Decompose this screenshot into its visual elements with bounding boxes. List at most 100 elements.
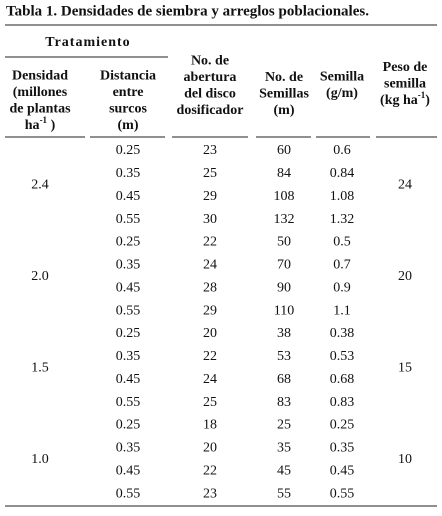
superscript: -1 <box>418 90 426 100</box>
column-header: (g/m) <box>326 86 358 101</box>
table-cell: 28 <box>203 280 217 295</box>
column-header: Semilla <box>320 70 364 85</box>
column-header: No. de <box>265 70 303 85</box>
column-header: Distancia <box>100 69 156 84</box>
table-cell: 50 <box>277 235 291 250</box>
table-cell: 0.45 <box>116 280 141 295</box>
column-header: dosificador <box>177 103 244 118</box>
table-cell: 0.55 <box>116 212 141 227</box>
table-cell: 0.55 <box>330 486 355 501</box>
table-cell: 22 <box>203 349 217 364</box>
table-cell: 0.83 <box>330 395 355 410</box>
table-cell: 45 <box>277 463 291 478</box>
seed-weight-cell: 24 <box>398 178 412 193</box>
table-cell: 30 <box>203 212 217 227</box>
table-cell: 29 <box>203 189 217 204</box>
table-cell: 0.68 <box>330 372 355 387</box>
table-cell: 0.25 <box>116 235 141 250</box>
table-cell: 110 <box>274 303 294 318</box>
seed-weight-cell: 10 <box>398 452 412 467</box>
table-cell: 23 <box>203 486 217 501</box>
table-cell: 0.7 <box>333 258 351 273</box>
table-cell: 25 <box>203 166 217 181</box>
table-cell: 0.35 <box>116 258 141 273</box>
column-header: No. de <box>191 54 229 69</box>
table-cell: 0.9 <box>333 280 351 295</box>
table-cell: 1.32 <box>330 212 355 227</box>
table-cell: 53 <box>277 349 291 364</box>
column-header: de plantas <box>9 102 71 117</box>
superscript: -1 <box>40 115 48 125</box>
table-cell: 0.84 <box>330 166 355 181</box>
header-text: ) <box>47 118 56 133</box>
table-cell: 0.45 <box>116 372 141 387</box>
table-cell: 22 <box>203 463 217 478</box>
table-cell: 90 <box>277 280 291 295</box>
table-cell: 18 <box>203 418 217 433</box>
table-cell: 1.08 <box>330 189 355 204</box>
table-cell: 0.35 <box>116 349 141 364</box>
column-header: Peso de <box>383 60 428 75</box>
table-cell: 24 <box>203 372 217 387</box>
table-cell: 0.53 <box>330 349 355 364</box>
column-header: del disco <box>184 87 236 102</box>
table-cell: 0.25 <box>330 418 355 433</box>
table-cell: 20 <box>203 326 217 341</box>
table-cell: 84 <box>277 166 291 181</box>
table-cell: 108 <box>274 189 295 204</box>
table-cell: 25 <box>203 395 217 410</box>
table-cell: 23 <box>203 143 217 158</box>
table-cell: 1.1 <box>333 303 351 318</box>
table-cell: 0.35 <box>116 166 141 181</box>
table-cell: 60 <box>277 143 291 158</box>
column-header: (m) <box>274 103 295 118</box>
column-header: entre <box>113 85 144 100</box>
table-cell: 68 <box>277 372 291 387</box>
table-cell: 0.45 <box>116 463 141 478</box>
table-cell: 25 <box>277 418 291 433</box>
column-header: semilla <box>384 77 426 92</box>
table-cell: 0.35 <box>116 441 141 456</box>
table-cell: 20 <box>203 441 217 456</box>
column-header: surcos <box>109 102 147 117</box>
density-cell: 1.5 <box>31 360 49 375</box>
column-header: Densidad <box>12 69 68 84</box>
seed-weight-cell: 15 <box>398 360 412 375</box>
header-text: (kg ha <box>380 93 418 108</box>
density-cell: 1.0 <box>31 452 49 467</box>
table-cell: 83 <box>277 395 291 410</box>
title: Tabla 1. Densidades de siembra y arreglo… <box>6 3 369 19</box>
table-cell: 35 <box>277 441 291 456</box>
table-cell: 0.38 <box>330 326 355 341</box>
table-cell: 24 <box>203 258 217 273</box>
table-cell: 38 <box>277 326 291 341</box>
group-header: Tratamiento <box>45 35 130 50</box>
table-cell: 0.35 <box>330 441 355 456</box>
column-header: abertura <box>184 70 237 85</box>
column-header: (m) <box>118 118 139 133</box>
column-header: Semillas <box>259 87 309 102</box>
table-cell: 0.25 <box>116 143 141 158</box>
table-cell: 70 <box>277 258 291 273</box>
table-cell: 0.5 <box>333 235 351 250</box>
table-cell: 0.25 <box>116 326 141 341</box>
header-text: ha <box>25 118 40 133</box>
table-cell: 0.55 <box>116 486 141 501</box>
table-cell: 0.45 <box>330 463 355 478</box>
density-cell: 2.4 <box>31 178 49 193</box>
table-cell: 132 <box>274 212 295 227</box>
density-cell: 2.0 <box>31 269 49 284</box>
table-cell: 29 <box>203 303 217 318</box>
table-cell: 0.6 <box>333 143 351 158</box>
table-cell: 0.45 <box>116 189 141 204</box>
column-header: (millones <box>13 85 68 100</box>
table-cell: 55 <box>277 486 291 501</box>
table-cell: 0.25 <box>116 418 141 433</box>
table-cell: 0.55 <box>116 395 141 410</box>
table-cell: 0.55 <box>116 303 141 318</box>
seed-weight-cell: 20 <box>398 269 412 284</box>
header-text: ) <box>425 93 430 108</box>
column-header: ha-1 ) <box>25 115 56 133</box>
column-header: (kg ha-1) <box>380 90 430 108</box>
